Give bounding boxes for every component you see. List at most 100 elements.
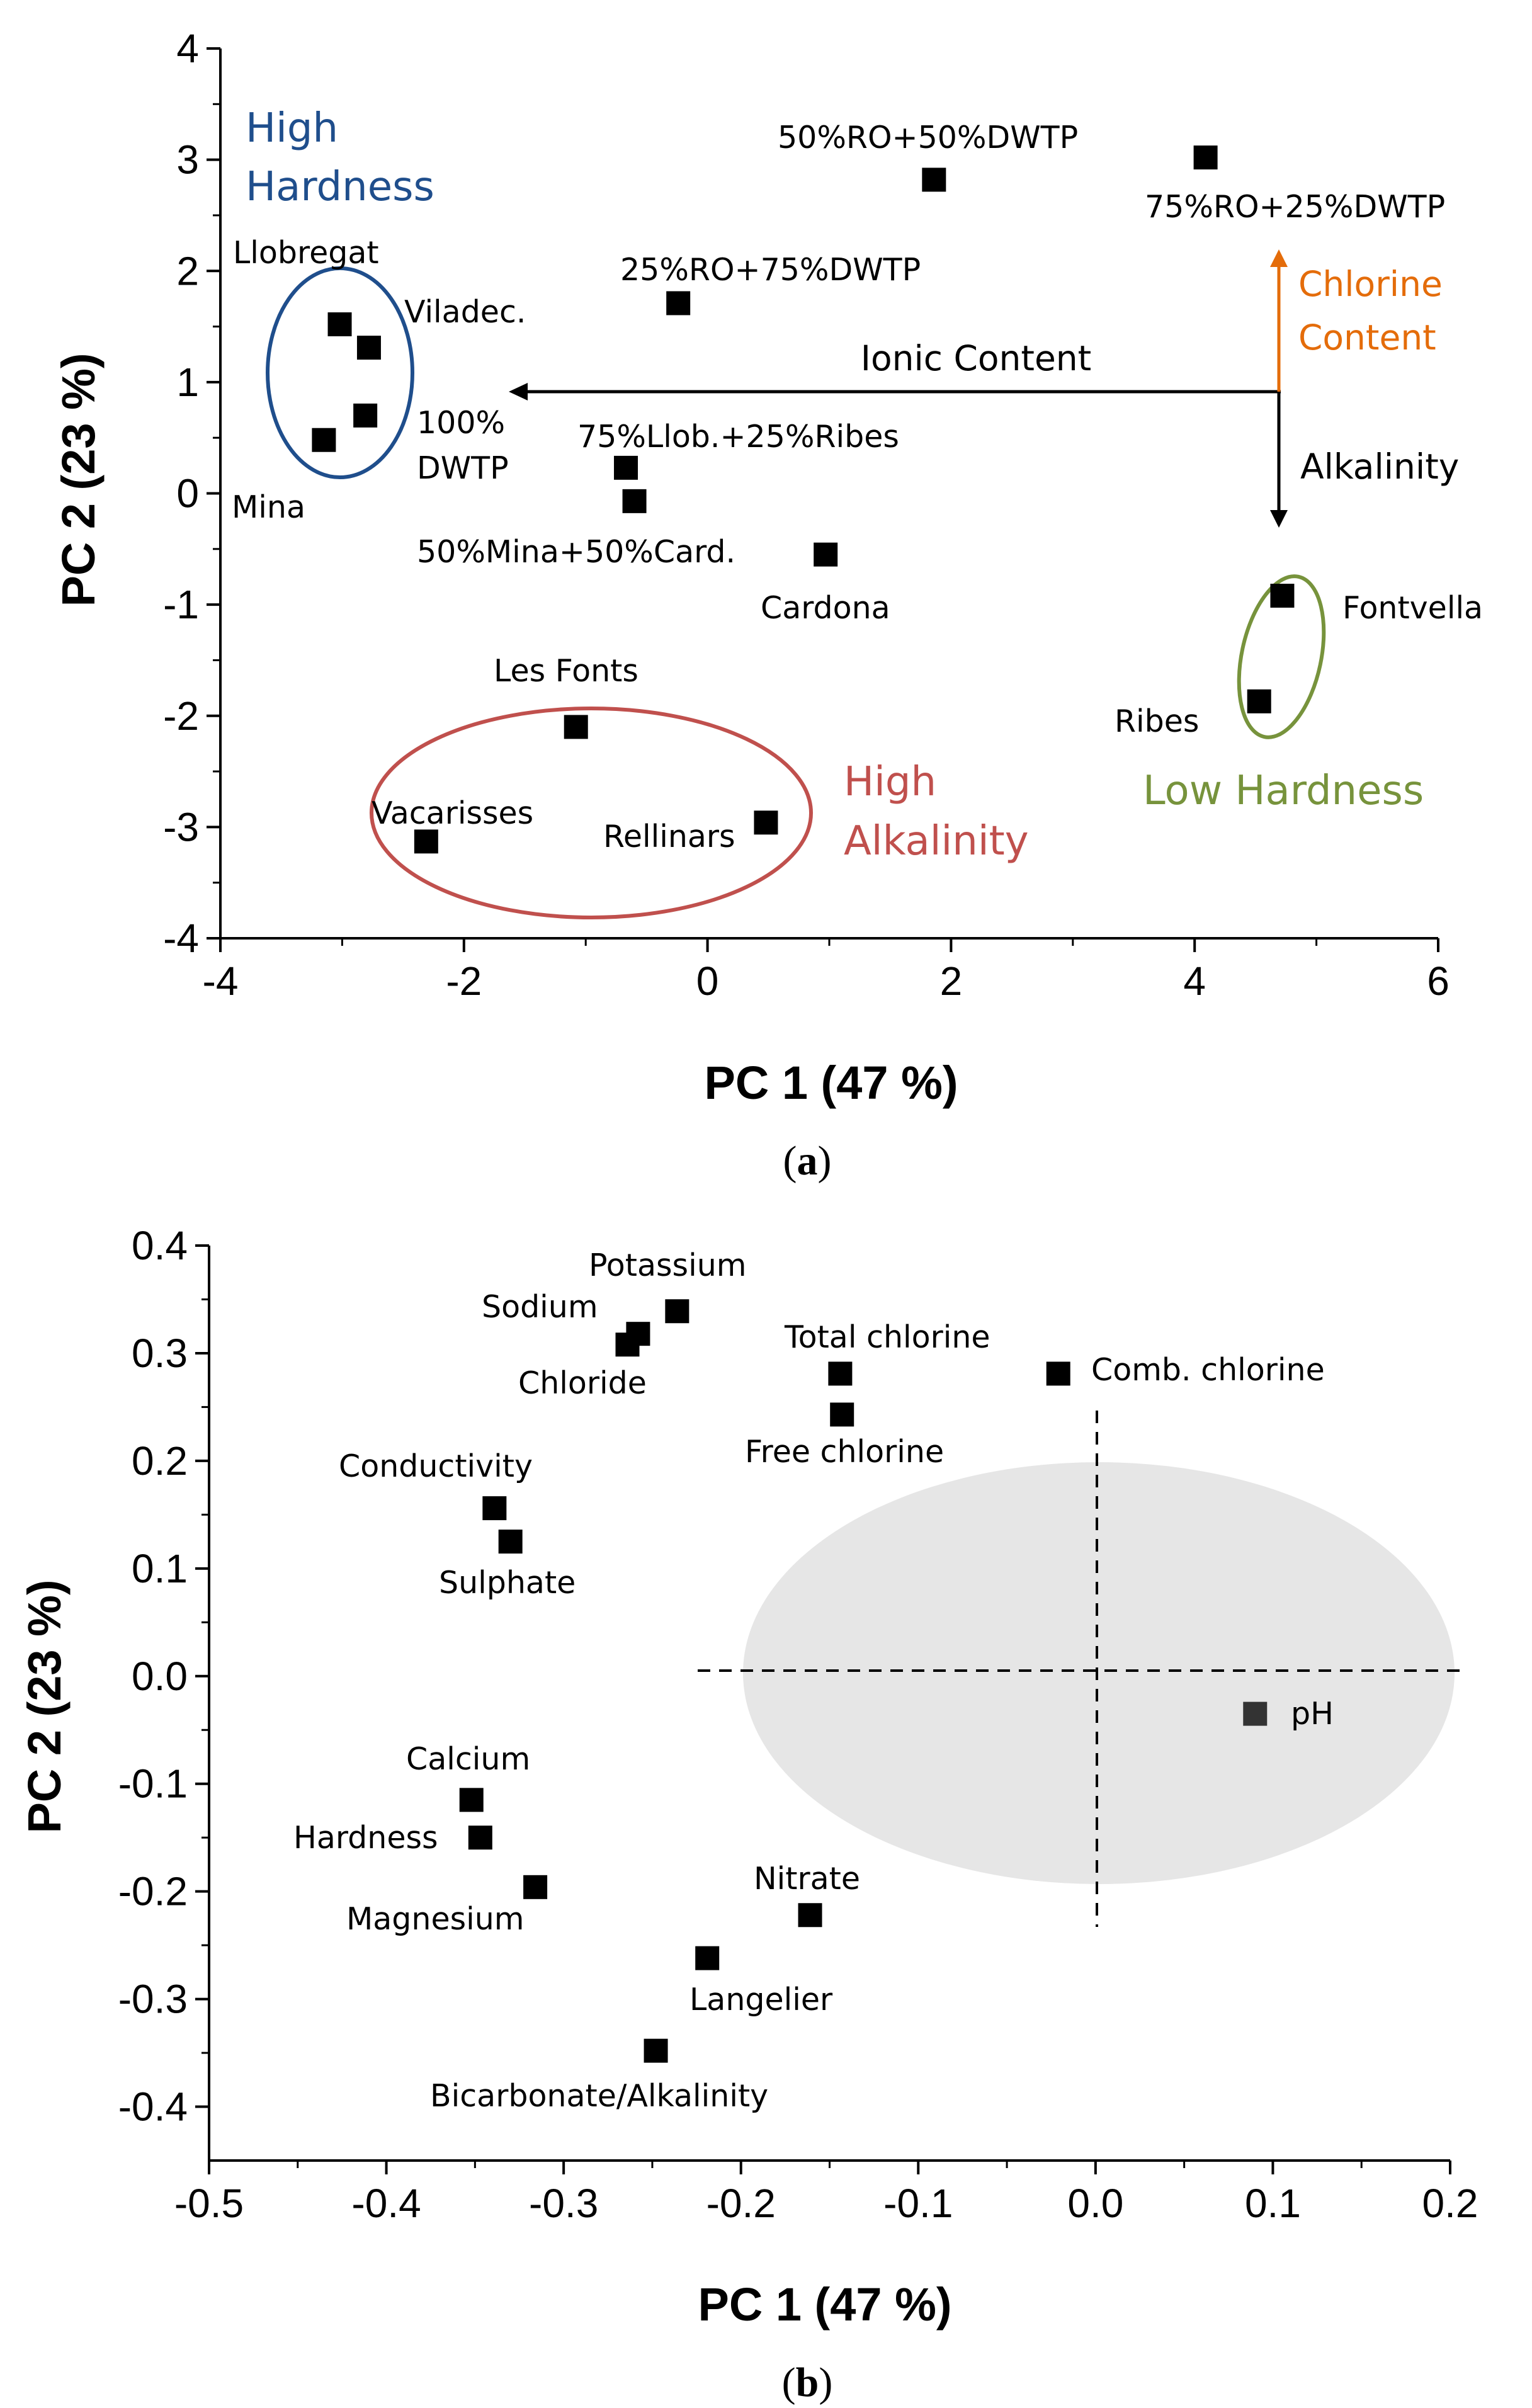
panel-a-point-ribes — [1247, 689, 1271, 713]
panel-b: -0.5 -0.4 -0.3 -0.2 -0.1 0.0 0.1 0.2 0.4 0.3 0.2 0.… — [18, 1223, 1478, 2405]
panel-a-y-tick-label: 1 — [176, 360, 199, 405]
label-75ro-25dwtp: 75%RO+25%DWTP — [1145, 189, 1445, 225]
label-sodium: Sodium — [482, 1289, 598, 1325]
panel-b-y-tick-label: 0.4 — [132, 1223, 188, 1268]
panel-a-x-tick-label: 6 — [1427, 958, 1450, 1004]
panel-a-point-fontvella — [1270, 583, 1295, 608]
panel-b-x-tick-label: -0.4 — [351, 2181, 421, 2226]
chlorine-arrow-head — [1270, 249, 1288, 267]
panel-a-x-tick-label: -2 — [446, 958, 482, 1004]
panel-a-y-tick-label: -3 — [163, 804, 199, 849]
panel-b-y-tick-label: -0.1 — [118, 1761, 188, 1807]
panel-a-point-25-ro-75-dwtp — [666, 291, 691, 315]
label-25ro-75dwtp: 25%RO+75%DWTP — [620, 252, 921, 288]
label-free-chlorine: Free chlorine — [745, 1434, 944, 1470]
panel-b-point-chloride — [615, 1332, 640, 1357]
panel-a-x-title: PC 1 (47 %) — [704, 1057, 958, 1109]
label-mina: Mina — [232, 489, 305, 525]
label-calcium: Calcium — [406, 1741, 530, 1777]
label-cardona: Cardona — [761, 590, 890, 626]
panel-a: -4 -2 0 2 4 6 -4 -3 -2 -1 0 1 2 3 4 Ionic Content Chlo… — [52, 26, 1483, 1184]
panel-a-y-title: PC 2 (23 %) — [52, 353, 105, 606]
chlorine-content-label-1: Chlorine — [1298, 264, 1443, 304]
panel-a-point-vacarisses — [414, 829, 438, 854]
panel-a-y-tick-label: -2 — [163, 693, 199, 739]
panel-b-point-total-chlorine — [828, 1361, 853, 1386]
panel-a-y-tick-label: 4 — [176, 26, 199, 71]
alkalinity-arrow-label: Alkalinity — [1300, 446, 1459, 487]
label-50mina-50card: 50%Mina+50%Card. — [417, 534, 735, 570]
panel-b-points — [459, 1299, 1268, 2063]
panel-b-y-tick-label: 0.0 — [132, 1654, 188, 1699]
panel-b-point-calcium — [459, 1788, 484, 1812]
panel-a-y-tick-label: 3 — [176, 137, 199, 183]
high-hardness-label-2: Hardness — [246, 164, 434, 210]
panel-a-points — [312, 145, 1295, 854]
panel-b-x-tick-label: 0.1 — [1245, 2181, 1301, 2226]
panel-b-point-hardness — [468, 1826, 492, 1850]
panel-b-point-sulphate — [498, 1530, 523, 1554]
panel-a-point-75-ro-25-dwtp — [1193, 145, 1218, 170]
label-total-chlorine: Total chlorine — [784, 1319, 990, 1355]
panel-a-point-les-fonts — [564, 715, 588, 739]
label-rellinars: Rellinars — [603, 819, 735, 855]
panel-b-y-tick-label: 0.2 — [132, 1438, 188, 1484]
panel-b-x-tick-label: 0.0 — [1067, 2181, 1123, 2226]
panel-b-point-langelier — [695, 1946, 720, 1970]
high-alkalinity-label-1: High — [844, 759, 936, 805]
panel-b-point-nitrate — [798, 1903, 822, 1928]
low-hardness-label: Low Hardness — [1143, 768, 1424, 814]
panel-b-x-tick-label: -0.2 — [706, 2181, 776, 2226]
ionic-content-label: Ionic Content — [861, 338, 1091, 378]
panel-b-x-tick-label: -0.5 — [174, 2181, 244, 2226]
label-langelier: Langelier — [689, 1982, 833, 2018]
panel-a-point-cardona — [814, 542, 838, 567]
panel-b-point-magnesium — [523, 1875, 548, 1899]
panel-a-caption: (a) — [783, 1138, 832, 1184]
chlorine-content-label-2: Content — [1298, 317, 1436, 358]
label-fontvella: Fontvella — [1342, 590, 1483, 626]
panel-b-point-bicarbonate-alkalinity — [644, 2038, 668, 2063]
panel-b-x-tick-label: -0.1 — [883, 2181, 953, 2226]
alkalinity-arrow-head — [1270, 510, 1288, 528]
panel-a-point-viladec — [356, 336, 381, 360]
panel-a-x-tick-label: 4 — [1183, 958, 1206, 1004]
panel-b-y-tick-label: -0.3 — [118, 1977, 188, 2022]
label-chloride: Chloride — [518, 1365, 647, 1401]
high-hardness-ellipse — [266, 266, 414, 479]
panel-a-point-50-ro-50-dwtp — [922, 168, 946, 192]
panel-a-point-75-llob-25-ribes — [614, 455, 638, 480]
label-comb-chlorine: Comb. chlorine — [1091, 1352, 1325, 1388]
panel-b-x-tick-label: 0.2 — [1422, 2181, 1478, 2226]
panel-b-y-tick-label: 0.3 — [132, 1331, 188, 1376]
label-magnesium: Magnesium — [346, 1901, 525, 1937]
panel-b-caption: (b) — [782, 2360, 833, 2405]
label-ribes: Ribes — [1115, 703, 1199, 739]
label-nitrate: Nitrate — [754, 1861, 860, 1897]
label-les-fonts: Les Fonts — [494, 653, 638, 689]
panel-a-y-tick-label: -1 — [163, 582, 199, 627]
high-hardness-label-1: High — [246, 105, 338, 152]
panel-b-point-ph — [1243, 1701, 1268, 1726]
label-vacarisses: Vacarisses — [372, 795, 533, 831]
panel-b-y-tick-label: -0.4 — [118, 2084, 188, 2130]
panel-b-y-tick-label: 0.1 — [132, 1546, 188, 1591]
label-hardness: Hardness — [293, 1820, 438, 1856]
low-hardness-ellipse — [1237, 574, 1326, 739]
panel-a-point-rellinars — [754, 810, 778, 835]
label-llobregat: Llobregat — [233, 235, 379, 271]
panel-a-point-mina — [312, 428, 336, 452]
panel-a-x-tick-label: 2 — [940, 958, 963, 1004]
panel-a-caption-letter: a — [797, 1138, 818, 1184]
panel-b-caption-letter: b — [796, 2360, 819, 2405]
label-viladec: Viladec. — [404, 294, 526, 330]
panel-a-point-100-dwtp — [353, 403, 378, 428]
label-potassium: Potassium — [589, 1247, 746, 1283]
panel-a-point-50-mina-50-card — [622, 489, 647, 513]
panel-b-y-tick-label: -0.2 — [118, 1869, 188, 1914]
panel-a-y-tick-label: 0 — [176, 471, 199, 516]
panel-b-point-potassium — [665, 1299, 689, 1324]
label-sulphate: Sulphate — [439, 1565, 576, 1601]
ph-shaded-region — [743, 1462, 1455, 1884]
